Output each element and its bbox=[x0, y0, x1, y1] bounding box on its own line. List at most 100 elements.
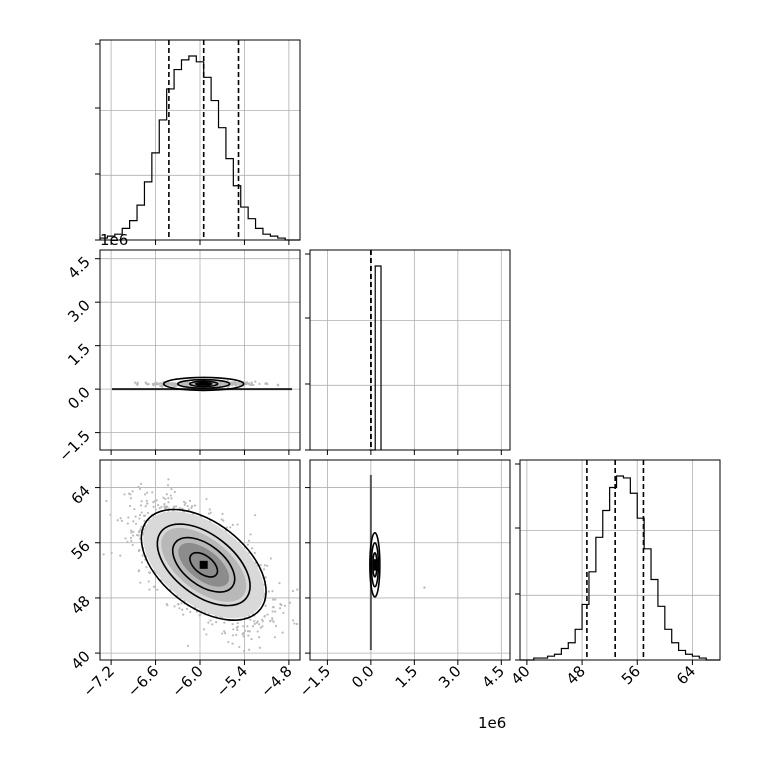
x-offset-label: 1e6 bbox=[478, 714, 506, 732]
scatter-point bbox=[156, 383, 159, 386]
scatter-point bbox=[105, 499, 108, 503]
scatter-point bbox=[272, 620, 275, 623]
scatter-point bbox=[143, 520, 146, 523]
scatter-point bbox=[265, 381, 268, 385]
scatter-point bbox=[144, 505, 147, 508]
scatter-point bbox=[249, 383, 252, 386]
scatter-point bbox=[268, 619, 272, 623]
scatter-point bbox=[220, 381, 224, 384]
density-contour bbox=[370, 542, 380, 588]
scatter-point bbox=[258, 623, 261, 626]
y-tick-label: 40 bbox=[68, 647, 94, 673]
scatter-point bbox=[130, 529, 133, 532]
scatter-point bbox=[154, 383, 157, 386]
scatter-point bbox=[132, 530, 135, 534]
scatter-point bbox=[119, 517, 122, 520]
scatter-point bbox=[253, 620, 256, 623]
scatter-point bbox=[167, 501, 170, 504]
scatter-point bbox=[193, 504, 197, 507]
scatter-point bbox=[237, 381, 241, 384]
scatter-point bbox=[227, 386, 230, 389]
scatter-point bbox=[293, 622, 296, 625]
scatter-point bbox=[186, 644, 190, 647]
scatter-point bbox=[152, 383, 155, 386]
scatter-point bbox=[143, 493, 147, 496]
scatter-point bbox=[152, 585, 156, 588]
scatter-point bbox=[207, 512, 211, 515]
y-tick-label: 4.5 bbox=[64, 253, 94, 283]
scatter-point bbox=[179, 507, 182, 510]
scatter-point bbox=[229, 526, 232, 529]
density-peak bbox=[199, 560, 208, 569]
scatter-point bbox=[244, 381, 247, 385]
density-contour bbox=[188, 380, 219, 388]
scatter-point bbox=[141, 554, 144, 557]
scatter-point bbox=[231, 623, 234, 626]
scatter-point bbox=[272, 606, 275, 609]
panel-frame-diag-1 bbox=[309, 249, 511, 451]
x-tick-label: 0.0 bbox=[348, 662, 378, 692]
scatter-point bbox=[133, 507, 136, 511]
scatter-point bbox=[129, 536, 133, 540]
scatter-point bbox=[132, 534, 135, 537]
scatter-point bbox=[182, 500, 186, 503]
scatter-point bbox=[109, 513, 112, 516]
grid-lines bbox=[100, 40, 300, 240]
grid-lines bbox=[310, 250, 510, 450]
scatter-point bbox=[172, 506, 176, 509]
scatter-point bbox=[259, 563, 262, 567]
scatter-point bbox=[137, 485, 140, 489]
scatter-point bbox=[126, 540, 129, 544]
scatter-point bbox=[222, 519, 225, 522]
scatter-point bbox=[264, 604, 267, 607]
grid-lines bbox=[310, 460, 510, 660]
scatter-point bbox=[267, 590, 270, 593]
scatter-point bbox=[173, 490, 176, 494]
scatter-point bbox=[264, 576, 267, 579]
grid-lines bbox=[100, 250, 300, 450]
x-tick-label: −4.8 bbox=[257, 662, 295, 700]
scatter-point bbox=[266, 613, 269, 616]
scatter-point bbox=[182, 613, 185, 616]
y-tick-label: 0.0 bbox=[64, 383, 94, 413]
scatter-point bbox=[156, 503, 160, 507]
scatter-point bbox=[215, 621, 218, 624]
scatter-point bbox=[138, 548, 141, 552]
scatter-point bbox=[129, 493, 132, 496]
scatter-point bbox=[174, 505, 178, 508]
scatter-point bbox=[148, 571, 152, 575]
x-tick-label: 3.0 bbox=[435, 662, 465, 692]
x-tick-label: 4.5 bbox=[479, 662, 509, 692]
scatter-point bbox=[189, 610, 192, 613]
scatter-point bbox=[295, 622, 299, 626]
scatter-point bbox=[139, 504, 143, 507]
scatter-point bbox=[256, 620, 259, 623]
scatter-point bbox=[296, 588, 299, 591]
scatter-point bbox=[145, 499, 148, 503]
scatter-point bbox=[242, 625, 245, 628]
y-tick-label: 56 bbox=[68, 537, 94, 563]
scatter-point bbox=[138, 487, 142, 491]
scatter-point bbox=[247, 539, 251, 542]
scatter-point bbox=[227, 640, 230, 644]
scatter-point bbox=[238, 645, 241, 649]
scatter-point bbox=[180, 602, 183, 605]
density-core bbox=[194, 381, 213, 386]
density-contour bbox=[189, 551, 219, 578]
scatter-point bbox=[110, 551, 113, 554]
scatter-point bbox=[183, 383, 186, 386]
scatter-point bbox=[170, 497, 173, 500]
scatter-point bbox=[261, 625, 264, 628]
scatter-point bbox=[246, 543, 250, 546]
scatter-point bbox=[139, 482, 143, 485]
scatter-point bbox=[139, 581, 142, 584]
scatter-point bbox=[160, 385, 164, 388]
scatter-point bbox=[248, 630, 251, 633]
scatter-point bbox=[242, 635, 245, 638]
panel-frame-2-1 bbox=[309, 459, 511, 661]
scatter-point bbox=[242, 649, 246, 653]
scatter-point bbox=[163, 503, 166, 506]
density-contour bbox=[176, 378, 231, 389]
scatter-point bbox=[184, 381, 188, 384]
scatter-point bbox=[266, 564, 269, 567]
